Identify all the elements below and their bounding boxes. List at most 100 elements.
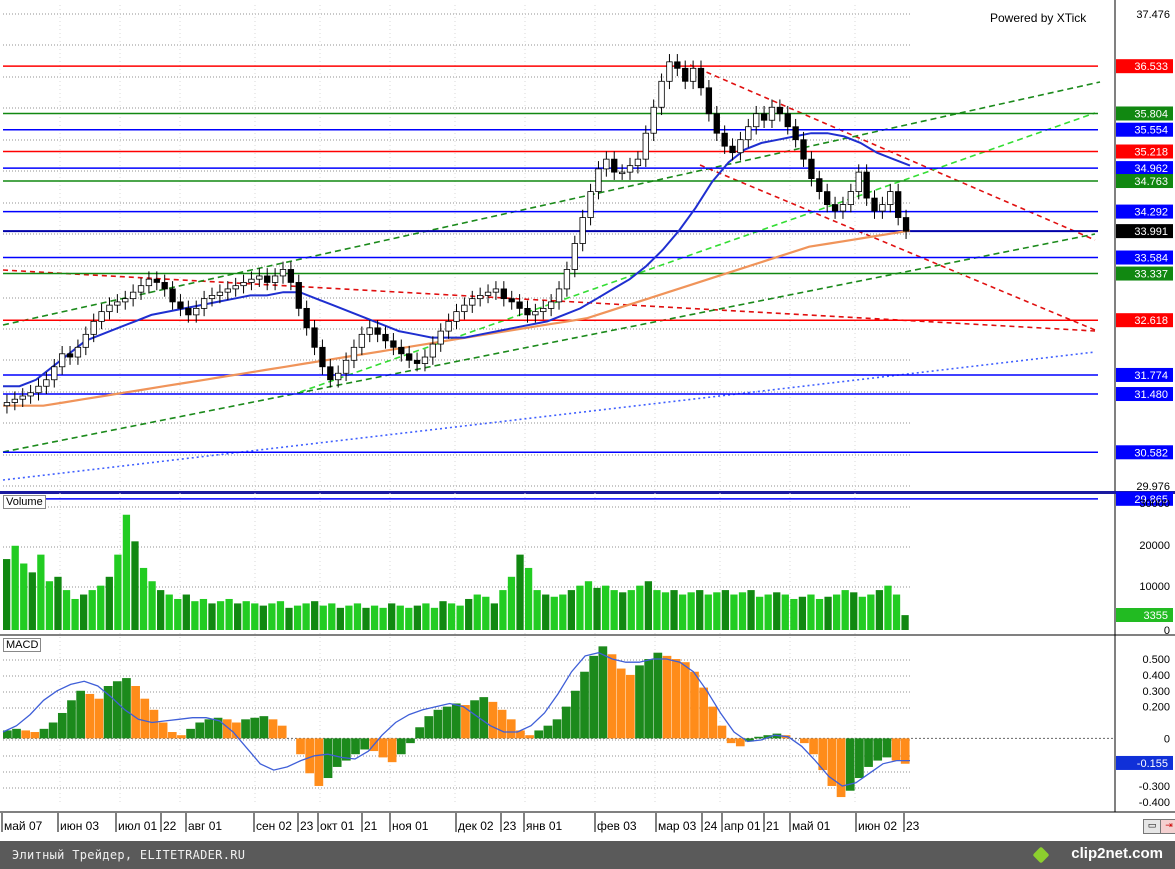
macd-bar	[571, 690, 580, 739]
volume-bar	[225, 598, 233, 630]
footer-caption: Элитный Трейдер, ELITETRADER.RU	[12, 848, 246, 862]
macd-bar	[635, 665, 644, 739]
volume-bar	[790, 598, 798, 630]
volume-bar	[567, 590, 576, 630]
price-candle	[595, 168, 602, 192]
volume-bar	[901, 615, 909, 630]
footer-bar: Элитный Трейдер, ELITETRADER.RU clip2net…	[0, 841, 1175, 869]
volume-bar	[884, 585, 892, 630]
toolbar-exit-button[interactable]: ⇥	[1160, 819, 1175, 834]
volume-bar	[490, 603, 498, 630]
time-axis-label: май 07	[4, 819, 43, 833]
powered-by-label: Powered by XTick	[990, 11, 1087, 25]
price-candle	[839, 204, 847, 212]
price-candle	[311, 327, 318, 348]
volume-bar	[148, 581, 156, 630]
volume-bar	[507, 576, 516, 630]
volume-bar	[576, 585, 584, 630]
volume-bar	[122, 514, 131, 630]
volume-bar	[276, 601, 285, 630]
level-label: 33.337	[1134, 269, 1168, 281]
macd-bar	[57, 712, 67, 739]
macd-bar	[332, 738, 342, 767]
macd-bar	[122, 678, 131, 739]
price-candle	[35, 385, 42, 394]
macd-bar	[451, 703, 461, 739]
price-candle	[382, 333, 389, 342]
volume-bar	[388, 603, 396, 630]
price-candle	[208, 295, 216, 300]
volume-bar	[815, 598, 824, 630]
macd-bar	[763, 735, 773, 739]
macd-bar	[268, 719, 278, 739]
volume-bar	[251, 603, 259, 630]
price-candle	[855, 171, 862, 192]
time-axis-label: фев 03	[597, 819, 637, 833]
macd-bar	[699, 687, 708, 739]
macd-bar	[745, 738, 754, 742]
price-candle	[295, 282, 302, 309]
macd-axis-label: -0.400	[1139, 797, 1170, 809]
macd-bar	[680, 662, 690, 739]
green-trend-line-lower	[2, 233, 1096, 453]
volume-bar	[678, 594, 687, 630]
volume-bar	[465, 598, 473, 630]
volume-bar	[704, 594, 712, 630]
price-candle	[753, 113, 760, 128]
price-candle	[540, 307, 547, 313]
macd-bar	[3, 730, 12, 739]
volume-bar	[593, 587, 601, 630]
macd-bar	[470, 700, 479, 739]
toolbar-scroll-button[interactable]: ▭	[1143, 819, 1161, 834]
price-candle	[129, 291, 137, 300]
volume-bar	[482, 596, 490, 630]
time-axis-label: 23	[906, 819, 920, 833]
price-candle	[768, 106, 776, 121]
macd-bar	[30, 732, 40, 739]
volume-bar	[738, 592, 747, 630]
time-axis-label: 22	[163, 819, 177, 833]
macd-bar	[662, 655, 672, 739]
price-candle	[19, 395, 26, 400]
volume-bar	[293, 605, 302, 630]
level-label: 33.584	[1134, 253, 1168, 265]
volume-bar	[114, 554, 122, 630]
level-label: 31.480	[1134, 389, 1168, 401]
macd-bar	[845, 738, 855, 791]
macd-bar	[735, 738, 745, 747]
macd-bar	[653, 652, 663, 739]
macd-bar	[561, 706, 571, 739]
macd-bar	[323, 738, 333, 779]
level-label-box	[1116, 387, 1173, 402]
macd-bar	[800, 738, 809, 744]
level-label: 31.774	[1134, 370, 1168, 382]
level-label: 33.991	[1134, 226, 1168, 238]
footer-brand[interactable]: clip2net.com	[1071, 845, 1163, 862]
macd-bar	[726, 738, 736, 744]
macd-bar	[149, 709, 159, 739]
sma-blue-line	[3, 132, 911, 388]
price-candle	[413, 359, 421, 364]
price-candle	[902, 217, 910, 232]
macd-bar	[625, 674, 635, 739]
volume-bar	[139, 567, 148, 630]
macd-axis-label: 0.300	[1142, 686, 1170, 698]
level-label-box	[1116, 161, 1173, 176]
price-candle	[287, 269, 295, 283]
volume-axis-label: 30000	[1139, 498, 1170, 510]
volume-bar	[319, 605, 327, 630]
price-candle	[697, 67, 705, 89]
price-candle	[674, 61, 681, 69]
volume-bar	[311, 601, 319, 630]
macd-axis-label: 0.500	[1142, 654, 1170, 666]
volume-bar	[601, 585, 610, 630]
level-label: 34.962	[1134, 163, 1168, 175]
price-candle	[666, 61, 673, 82]
price-candle	[729, 145, 736, 154]
macd-axis-label: 0.400	[1142, 670, 1170, 682]
price-candle	[445, 320, 452, 332]
volume-bar	[174, 598, 182, 630]
price-candle	[390, 340, 397, 348]
volume-bar	[721, 590, 730, 630]
volume-bar	[533, 590, 541, 630]
